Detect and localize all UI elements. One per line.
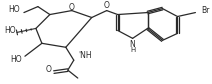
Text: HO: HO <box>10 55 22 64</box>
Text: 'NH: 'NH <box>78 51 91 60</box>
Text: N: N <box>130 40 135 49</box>
Text: O: O <box>104 1 110 10</box>
Text: O: O <box>46 65 52 74</box>
Text: HO: HO <box>8 5 20 14</box>
Text: H: H <box>130 47 135 53</box>
Text: Br: Br <box>201 6 210 15</box>
Text: HO: HO <box>4 26 16 35</box>
Text: O: O <box>69 3 75 12</box>
